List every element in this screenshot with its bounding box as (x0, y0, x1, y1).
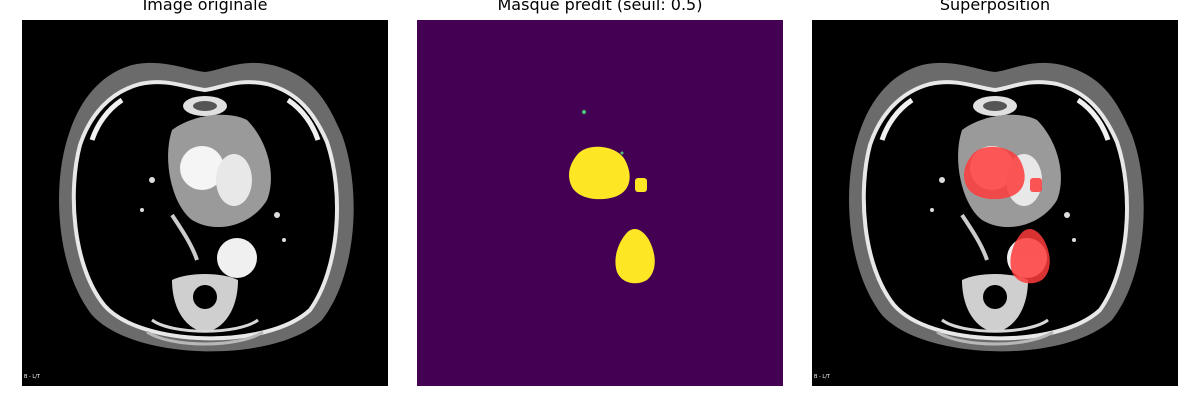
mask-background (417, 20, 783, 386)
overlay-mask (964, 146, 1050, 284)
ct-scan-anatomy-overlay (849, 62, 1144, 352)
mask-speck (582, 110, 586, 114)
predicted-mask-image (417, 20, 783, 386)
corner-annotation-overlay: B - L/T (814, 374, 831, 380)
ct-scan-anatomy (59, 62, 354, 352)
overlay-image: B - L/T (812, 20, 1178, 386)
panel-title-overlay: Superposition (939, 0, 1051, 14)
overlay-region-upper (964, 146, 1025, 200)
panel-title-original: Image originale (142, 0, 268, 14)
mask-region-lower (615, 228, 655, 284)
panel-title-mask: Masque prédit (seuil: 0.5) (497, 0, 703, 14)
mask-region-small (635, 178, 647, 192)
overlay-region-lower (1010, 228, 1050, 284)
overlay-region-small (1030, 178, 1042, 192)
mask-region-upper (569, 146, 630, 200)
original-ct-image: B - L/T (22, 20, 388, 386)
corner-annotation: B - L/T (24, 374, 41, 380)
mask-speck-2 (620, 151, 624, 155)
